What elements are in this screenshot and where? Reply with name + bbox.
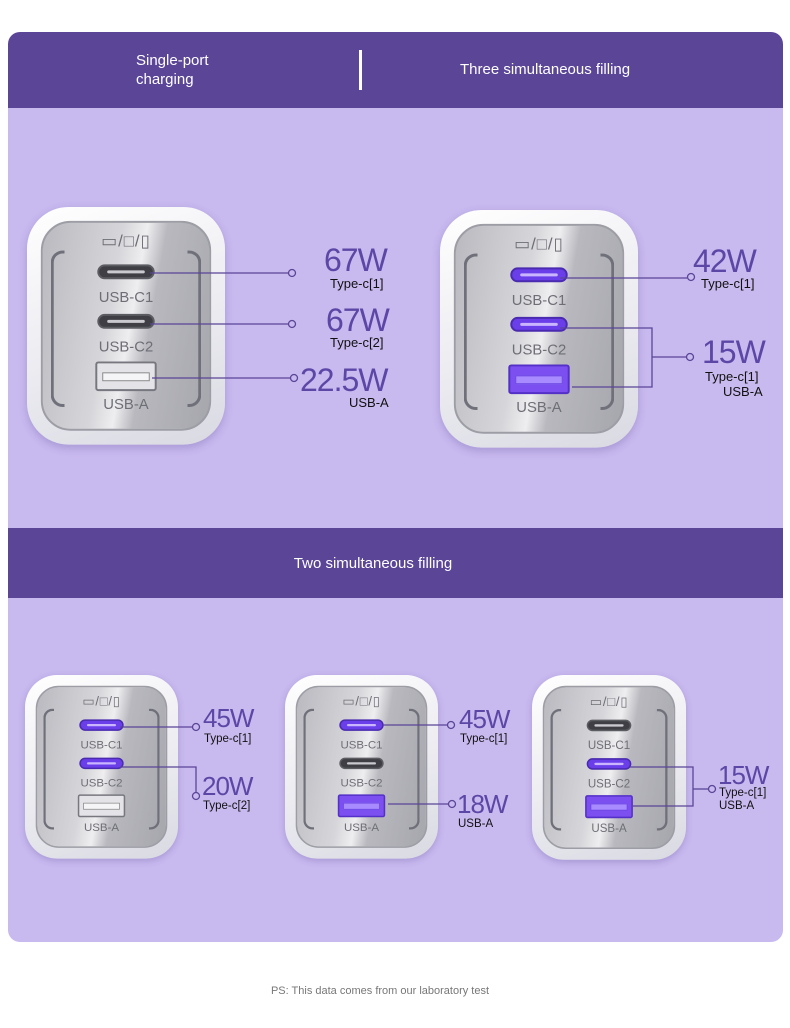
port-label: USB-C2	[98, 338, 154, 356]
port-label: USB-A	[343, 821, 380, 835]
two-c-lines	[630, 766, 717, 807]
usb-c1-port	[97, 264, 155, 280]
port-caption: Type-c[2]	[203, 800, 251, 812]
watt-label: 45W	[459, 704, 510, 734]
device-icons: ▭/□/▯	[101, 231, 151, 251]
usb-c2-port	[79, 757, 124, 770]
port-label: USB-C2	[587, 777, 631, 791]
device-icons: ▭/□/▯	[589, 694, 629, 709]
usb-c1-port	[586, 719, 632, 732]
usb-c2-port	[586, 758, 632, 770]
bracket-left	[463, 253, 478, 410]
port-label: USB-C2	[511, 341, 567, 359]
usb-a-port	[95, 361, 157, 392]
header-divider	[359, 50, 362, 90]
port-label: USB-A	[516, 399, 562, 416]
port-caption: Type-c[1]	[460, 733, 508, 745]
bracket-right	[187, 250, 202, 407]
watt-label: 42W	[693, 243, 757, 279]
port-caption: Type-c[2]	[330, 335, 384, 350]
usb-a-port	[337, 794, 386, 818]
bracket-right	[148, 708, 160, 830]
usb-c1-port	[339, 719, 384, 731]
device-icons: ▭/□/▯	[342, 694, 381, 709]
usb-a-port	[585, 795, 633, 819]
watt-label: 18W	[457, 789, 508, 819]
two-a-lines	[120, 722, 201, 801]
port-caption: Type-c[1]	[330, 276, 384, 291]
port-label: USB-A	[103, 396, 149, 413]
port-label: USB-A	[83, 821, 120, 835]
device-icons: ▭/□/▯	[514, 234, 564, 254]
footer-note: PS: This data comes from our laboratory …	[270, 985, 490, 997]
port-caption: USB-A	[723, 384, 763, 399]
port-caption: USB-A	[719, 800, 755, 812]
usb-c2-port	[339, 757, 384, 770]
port-label: USB-C2	[340, 776, 383, 790]
port-caption: Type-c[1]	[719, 787, 767, 799]
port-caption: USB-A	[349, 395, 389, 410]
port-label: USB-C1	[511, 292, 567, 309]
watt-label: 20W	[202, 771, 253, 801]
port-caption: Type-c[1]	[701, 276, 755, 291]
watt-label: 67W	[326, 302, 390, 338]
watt-label: 15W	[702, 334, 766, 370]
bracket-left	[50, 250, 65, 407]
usb-c2-port	[510, 316, 568, 332]
port-label: USB-C2	[80, 776, 123, 790]
charger-face	[295, 685, 428, 848]
two-b-lines	[383, 720, 457, 809]
bracket-left	[550, 708, 562, 831]
usb-c1-port	[510, 267, 568, 283]
port-label: USB-C1	[340, 738, 383, 752]
bracket-right	[600, 253, 615, 410]
charger-two-c1-a: ▭/□/▯ USB-C1 USB-C2 USB-A	[285, 675, 438, 859]
usb-c1-port	[79, 719, 124, 731]
port-caption: Type-c[1]	[705, 369, 759, 384]
watt-label: 45W	[203, 703, 254, 733]
charger-single: ▭/□/▯ USB-C1 USB-C2 USB-A	[27, 207, 225, 445]
bracket-left	[303, 708, 315, 830]
port-label: USB-C1	[80, 738, 123, 752]
usb-a-port	[77, 794, 126, 818]
usb-c2-port	[97, 313, 155, 329]
single-port-heading: Single-port charging	[136, 52, 209, 88]
port-label: USB-A	[591, 822, 627, 836]
port-caption: Type-c[1]	[204, 733, 252, 745]
header-band-top: Single-port charging Three simultaneous …	[8, 32, 783, 108]
port-caption: USB-A	[458, 818, 494, 830]
usb-a-port	[508, 364, 570, 395]
port-label: USB-C1	[98, 289, 154, 306]
bracket-right	[656, 708, 668, 831]
watt-label: 67W	[324, 242, 388, 278]
three-port-heading: Three simultaneous filling	[460, 61, 631, 78]
single-lines	[150, 268, 299, 383]
charger-three: ▭/□/▯ USB-C1 USB-C2 USB-A	[440, 210, 638, 448]
two-port-heading: Two simultaneous filling	[293, 555, 453, 572]
charger-two-c2-a: ▭/□/▯ USB-C1 USB-C2 USB-A	[532, 675, 686, 860]
watt-label: 15W	[718, 760, 769, 790]
header-band-two: Two simultaneous filling	[8, 528, 783, 598]
three-lines	[560, 272, 696, 388]
device-icons: ▭/□/▯	[82, 694, 121, 709]
bracket-right	[408, 708, 420, 830]
bracket-left	[43, 708, 55, 830]
port-label: USB-C1	[587, 738, 631, 752]
watt-label: 22.5W	[300, 362, 388, 398]
